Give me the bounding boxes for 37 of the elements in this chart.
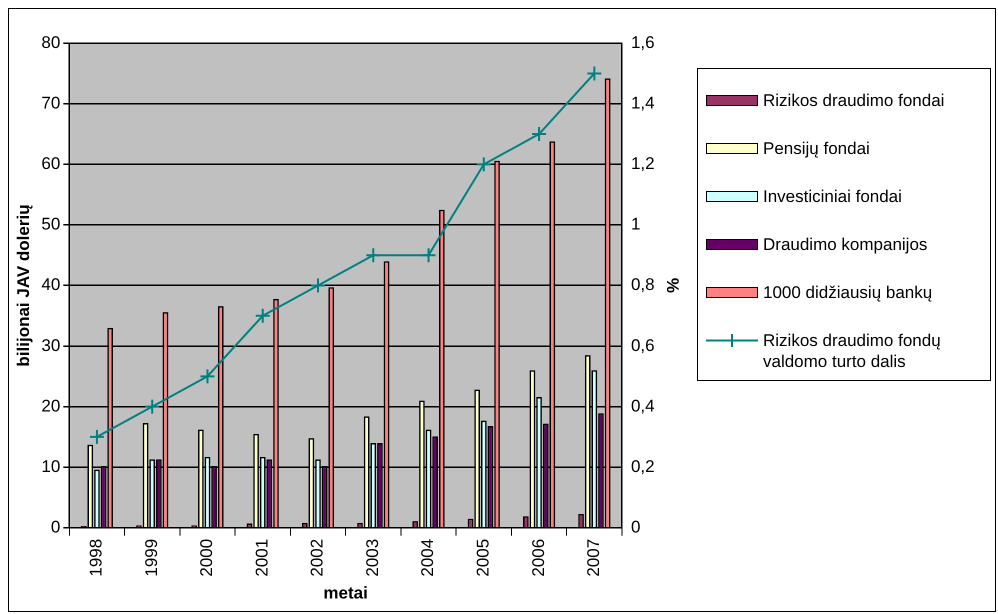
legend-label: Rizikos draudimo fondai bbox=[763, 90, 944, 111]
y2-tick-label: 0,2 bbox=[630, 456, 655, 476]
x-tick-label: 2007 bbox=[584, 538, 604, 577]
x-tick-label: 2001 bbox=[252, 538, 272, 577]
x-tick-label: 2006 bbox=[528, 538, 548, 577]
y-tick-label: 30 bbox=[41, 336, 60, 355]
legend-label: Rizikos draudimo fondų valdomo turto dalis bbox=[763, 330, 942, 372]
x-tick-label: 2004 bbox=[418, 538, 438, 577]
y-tick-label: 70 bbox=[41, 93, 60, 112]
y-tick-label: 50 bbox=[41, 214, 60, 234]
legend-label: Draudimo kompanijos bbox=[763, 234, 928, 255]
legend-label: Pensijų fondai bbox=[763, 138, 870, 159]
y2-tick-label: 1 bbox=[630, 214, 640, 234]
y2-tick-label: 1,2 bbox=[630, 154, 655, 174]
x-tick-label: 2000 bbox=[197, 538, 216, 577]
y-tick-label: 40 bbox=[41, 275, 60, 294]
y2-tick-label: 1,4 bbox=[630, 93, 655, 112]
y-tick-label: 60 bbox=[41, 154, 60, 174]
x-axis-title: metai bbox=[323, 583, 368, 602]
y-tick-label: 0 bbox=[50, 517, 60, 536]
y2-axis-title: % bbox=[663, 278, 682, 294]
y-tick-label: 10 bbox=[41, 456, 60, 476]
y2-tick-label: 0,8 bbox=[630, 275, 655, 294]
y-tick-label: 80 bbox=[41, 32, 60, 52]
x-tick-label: 2005 bbox=[473, 538, 492, 577]
legend-label: Investiciniai fondai bbox=[763, 186, 902, 207]
legend-label: 1000 didžiausių bankų bbox=[763, 282, 932, 303]
x-tick-label: 1998 bbox=[86, 538, 106, 577]
x-tick-label: 1999 bbox=[142, 538, 161, 577]
y2-tick-label: 0,4 bbox=[630, 396, 655, 416]
x-tick-label: 2002 bbox=[308, 538, 327, 577]
y2-tick-label: 0 bbox=[630, 517, 640, 536]
y2-tick-label: 1,6 bbox=[630, 32, 655, 52]
y-tick-label: 20 bbox=[41, 396, 60, 416]
y2-tick-label: 0,6 bbox=[630, 336, 655, 355]
x-tick-label: 2003 bbox=[362, 538, 382, 577]
y-axis-title: bilijonai JAV dolerių bbox=[14, 204, 33, 367]
